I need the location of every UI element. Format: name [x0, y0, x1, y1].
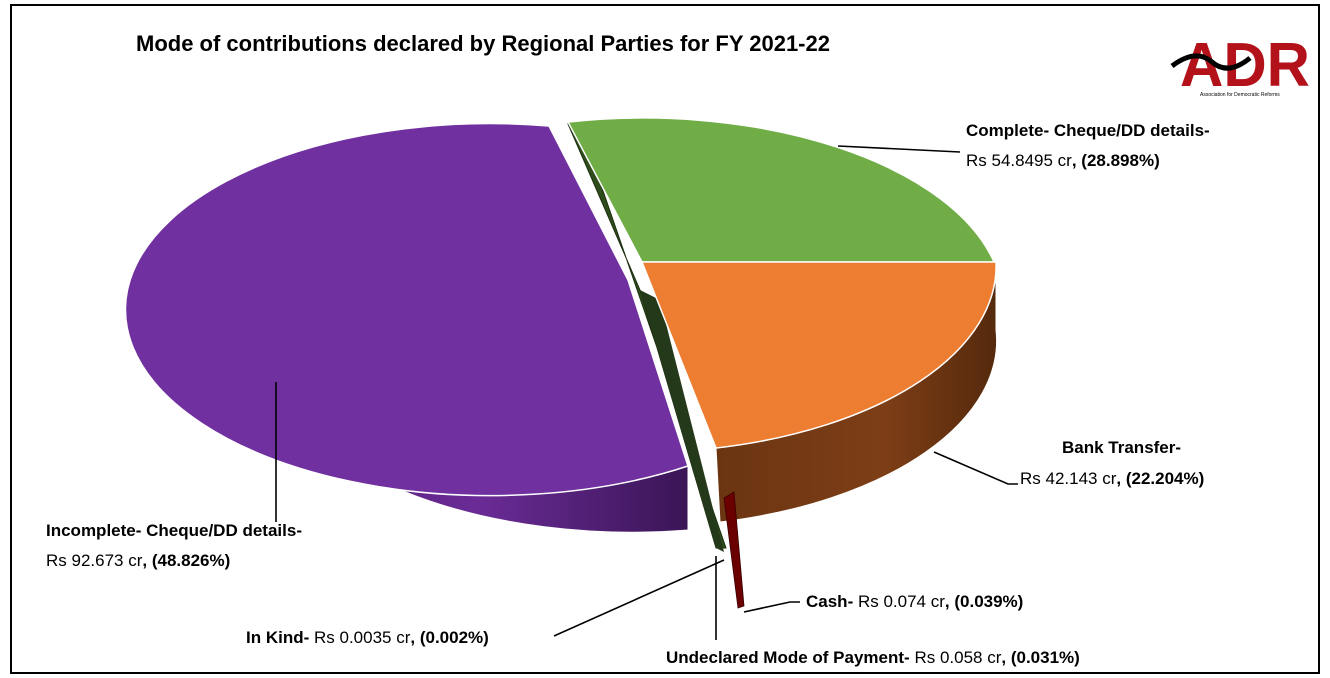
slice-complete-top	[566, 117, 996, 263]
chart-title: Mode of contributions declared by Region…	[136, 31, 830, 56]
label-complete-value: Rs 54.8495 cr, (28.898%)	[966, 151, 1160, 170]
leader-cash	[743, 601, 800, 613]
slice-complete	[566, 117, 996, 263]
label-complete: Complete- Cheque/DD details- Rs 54.8495 …	[966, 121, 1210, 170]
label-incomplete-value: Rs 92.673 cr, (48.826%)	[46, 551, 230, 570]
logo-subtitle: Association for Democratic Reforms	[1200, 92, 1280, 98]
leader-inkind	[553, 559, 725, 637]
label-bank-value: Rs 42.143 cr, (22.204%)	[1020, 469, 1204, 488]
label-undeclared-value: Undeclared Mode of Payment- Rs 0.058 cr,…	[666, 648, 1080, 667]
label-bank-name: Bank Transfer-	[1062, 438, 1181, 457]
label-undeclared: Undeclared Mode of Payment- Rs 0.058 cr,…	[666, 648, 1080, 667]
label-incomplete: Incomplete- Cheque/DD details- Rs 92.673…	[46, 521, 302, 570]
label-incomplete-amount: Rs 92.673 cr	[46, 551, 143, 570]
label-complete-amount: Rs 54.8495 cr	[966, 151, 1072, 170]
label-cash: Cash- Rs 0.074 cr, (0.039%)	[806, 592, 1023, 611]
slice-incomplete	[124, 122, 689, 533]
slice-bank	[640, 261, 998, 523]
label-cash-percent: (0.039%)	[954, 592, 1023, 611]
label-inkind-percent: (0.002%)	[420, 628, 489, 647]
label-complete-name: Complete- Cheque/DD details-	[966, 121, 1210, 140]
label-undeclared-name: Undeclared Mode of Payment-	[666, 648, 910, 667]
label-undeclared-percent: (0.031%)	[1011, 648, 1080, 667]
label-incomplete-percent: (48.826%)	[152, 551, 230, 570]
leader-complete	[837, 145, 961, 153]
slice-cash-side	[723, 491, 745, 609]
label-inkind: In Kind- Rs 0.0035 cr, (0.002%)	[246, 628, 489, 647]
slice-inkind-face	[640, 290, 724, 552]
slice-bank-top	[640, 261, 997, 449]
slice-incomplete-top	[124, 122, 689, 497]
label-undeclared-amount: Rs 0.058 cr	[914, 648, 1001, 667]
label-complete-percent: (28.898%)	[1081, 151, 1159, 170]
label-inkind-name: In Kind-	[246, 628, 309, 647]
label-cash-name: Cash-	[806, 592, 853, 611]
label-inkind-value: In Kind- Rs 0.0035 cr, (0.002%)	[246, 628, 489, 647]
label-cash-amount: Rs 0.074 cr	[858, 592, 945, 611]
leader-bank	[933, 451, 1018, 485]
label-inkind-amount: Rs 0.0035 cr	[314, 628, 411, 647]
slice-cash	[723, 491, 745, 609]
adr-logo: ADR Association for Democratic Reforms	[1170, 31, 1310, 100]
label-bank-amount: Rs 42.143 cr	[1020, 469, 1117, 488]
logo-text: ADR	[1180, 31, 1310, 100]
label-incomplete-name: Incomplete- Cheque/DD details-	[46, 521, 302, 540]
label-bank: Bank Transfer- Rs 42.143 cr, (22.204%)	[1020, 438, 1204, 488]
label-cash-value: Cash- Rs 0.074 cr, (0.039%)	[806, 592, 1023, 611]
logo-swoosh-icon	[1170, 53, 1252, 71]
label-bank-percent: (22.204%)	[1126, 469, 1204, 488]
